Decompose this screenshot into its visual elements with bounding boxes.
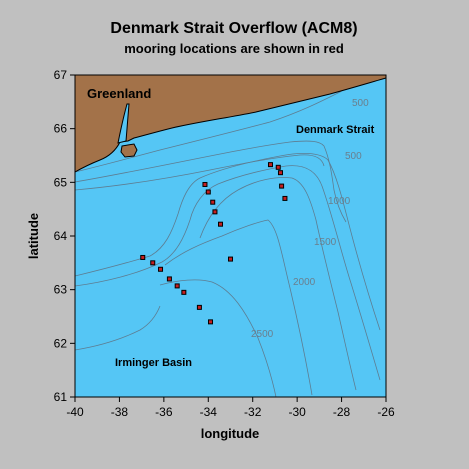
- label-irminger-basin: Irminger Basin: [115, 357, 192, 369]
- y-axis-label: latitude: [26, 213, 41, 259]
- y-tick-label: 61: [54, 390, 68, 404]
- x-tick-label: -36: [155, 405, 173, 419]
- contour-label-2000: 2000: [293, 277, 316, 288]
- x-tick-label: -28: [333, 405, 351, 419]
- x-tick-label: -32: [244, 405, 262, 419]
- map-title: Denmark Strait Overflow (ACM8): [110, 20, 357, 37]
- x-tick-label: -34: [200, 405, 218, 419]
- mooring-marker: [150, 260, 156, 266]
- contour-2500: [159, 279, 277, 398]
- mooring-marker: [208, 319, 214, 325]
- mooring-marker: [174, 283, 180, 289]
- mooring-marker: [181, 289, 187, 295]
- x-tick-label: -30: [288, 405, 306, 419]
- contour-1200: [74, 165, 381, 381]
- contour-label-1000: 1000: [328, 196, 351, 207]
- x-axis: -40 -38 -36 -34 -32 -30 -28 -26: [66, 397, 395, 419]
- mooring-marker: [212, 209, 218, 215]
- mooring-marker: [267, 162, 273, 168]
- y-tick-label: 63: [54, 283, 68, 297]
- mooring-marker: [282, 195, 288, 201]
- mooring-marker: [218, 221, 224, 227]
- mooring-marker: [277, 170, 283, 176]
- contour-shelf-2: [74, 154, 325, 191]
- mooring-marker: [228, 256, 233, 262]
- x-axis-label: longitude: [201, 426, 260, 441]
- label-denmark-strait: Denmark Strait: [296, 124, 375, 136]
- label-greenland: Greenland: [87, 86, 151, 101]
- contour-1000: [74, 152, 381, 331]
- plot-area: Greenland Denmark Strait Irminger Basin …: [74, 74, 387, 398]
- x-tick-label: -26: [377, 405, 395, 419]
- mooring-marker: [205, 189, 211, 195]
- contour-500: [74, 140, 347, 223]
- contour-label-2500: 2500: [251, 329, 274, 340]
- mooring-marker: [210, 199, 216, 205]
- map-subtitle: mooring locations are shown in red: [124, 41, 344, 56]
- greenland-land: [74, 74, 387, 173]
- mooring-marker: [196, 304, 202, 310]
- mooring-marker: [202, 181, 208, 187]
- contour-label-500-top: 500: [352, 98, 369, 109]
- contour-label-1500: 1500: [314, 237, 337, 248]
- mooring-marker: [275, 164, 281, 170]
- mooring-marker: [166, 276, 172, 282]
- y-tick-label: 67: [54, 68, 68, 82]
- y-tick-label: 65: [54, 175, 68, 189]
- bathymetry-contours: [74, 74, 381, 398]
- y-axis: 61 62 63 64 65 66 67: [54, 68, 75, 404]
- greenland-island: [120, 143, 138, 158]
- x-tick-label: -38: [111, 405, 129, 419]
- contour-deep: [74, 305, 161, 351]
- y-tick-label: 62: [54, 336, 68, 350]
- contour-1500: [199, 177, 357, 391]
- mooring-marker: [158, 266, 164, 272]
- contour-2000: [164, 219, 313, 396]
- y-tick-label: 64: [54, 229, 68, 243]
- contour-label-500: 500: [345, 151, 362, 162]
- greenland-fjord: [117, 103, 130, 144]
- mooring-markers: [140, 162, 288, 325]
- mooring-marker: [279, 183, 285, 189]
- y-tick-label: 66: [54, 122, 68, 136]
- mooring-marker: [140, 254, 146, 260]
- x-tick-label: -40: [66, 405, 84, 419]
